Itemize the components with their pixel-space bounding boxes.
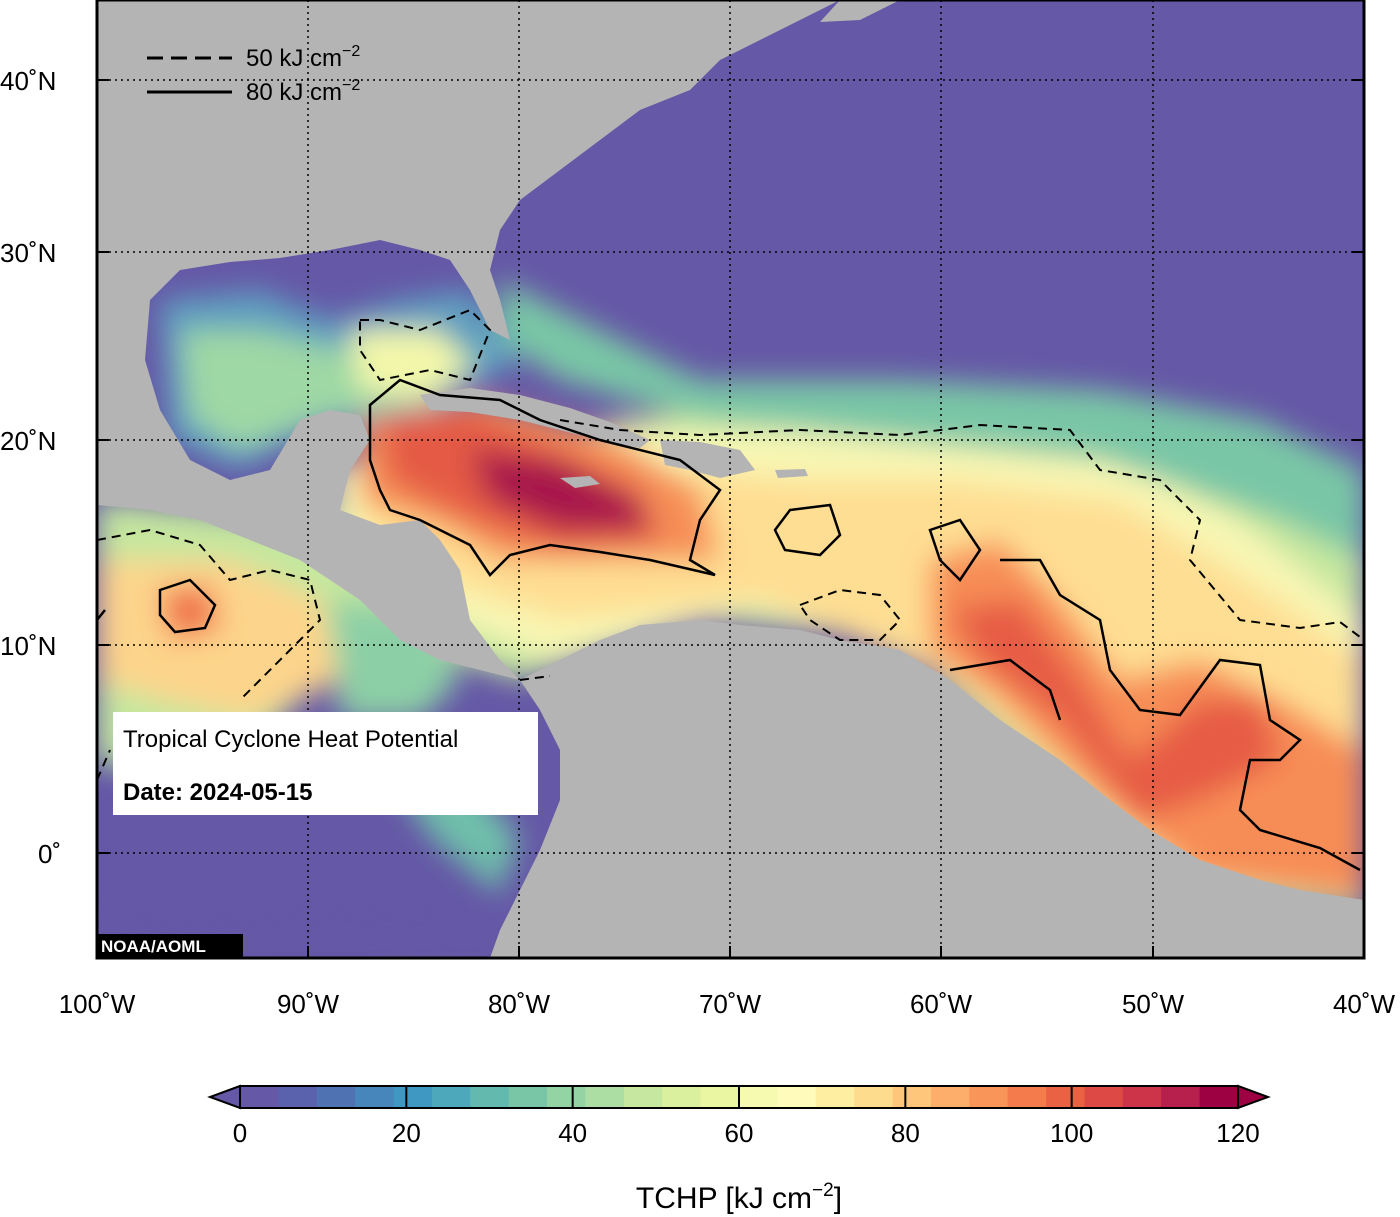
colorbar-segment [623,1086,663,1108]
colorbar-segment [316,1086,356,1108]
colorbar-segment [393,1086,433,1108]
lon-label-70w: 70˚W [699,989,762,1019]
colorbar-segment [1122,1086,1162,1108]
colorbar-max-arrow [1237,1084,1271,1110]
map-panel: 50 kJ cm−2 80 kJ cm−2 Tropical Cyclone H… [97,0,1364,958]
lon-tick-labels: 100˚W 90˚W 80˚W 70˚W 60˚W 50˚W 40˚W [59,989,1396,1019]
info-date: Date: 2024-05-15 [123,779,312,806]
colorbar-tick-label: 20 [392,1118,421,1148]
land [97,0,1364,958]
colorbar-segment [1084,1086,1124,1108]
colorbar: 0 20 40 60 80 100 120 TCHP [kJ cm−2] [207,1084,1271,1215]
contour-80 [97,378,1361,872]
colorbar-segment [930,1086,970,1108]
colorbar-segment [431,1086,471,1108]
contour-legend: 50 kJ cm−2 80 kJ cm−2 [147,43,360,106]
colorbar-tick-label: 60 [725,1118,754,1148]
lat-label-40n: 40˚N [0,66,56,96]
colorbar-segment [585,1086,625,1108]
colorbar-segment [1046,1086,1086,1108]
credit-box: NOAA/AOML [97,934,243,958]
contour-50 [97,308,1364,781]
lon-label-80w: 80˚W [488,989,551,1019]
colorbar-min-arrow [207,1084,241,1110]
lon-label-60w: 60˚W [910,989,973,1019]
frame-ticks [97,79,1364,958]
colorbar-segment [355,1086,395,1108]
lat-label-0: 0˚ [38,839,61,869]
colorbar-segment [777,1086,817,1108]
colorbar-tick-label: 80 [891,1118,920,1148]
lat-label-20n: 20˚N [0,426,56,456]
colorbar-segment [700,1086,740,1108]
colorbar-segment [815,1086,855,1108]
lon-label-90w: 90˚W [277,989,340,1019]
colorbar-segment [739,1086,778,1108]
colorbar-segment [1199,1086,1239,1108]
lat-label-10n: 10˚N [0,631,56,661]
colorbar-segments [240,1086,1239,1108]
credit-background [97,934,243,958]
colorbar-segment [240,1086,279,1108]
colorbar-tick-label: 0 [233,1118,247,1148]
colorbar-segment [1161,1086,1201,1108]
colorbar-segment [892,1086,932,1108]
colorbar-segment [278,1086,318,1108]
credit-text: NOAA/AOML [101,937,206,956]
lat-label-30n: 30˚N [0,238,56,268]
colorbar-segment [470,1086,510,1108]
colorbar-ticks [239,1086,1239,1108]
lon-label-50w: 50˚W [1122,989,1185,1019]
legend-label-80: 80 kJ cm−2 [246,77,360,106]
colorbar-tick-label: 120 [1216,1118,1259,1148]
colorbar-segment [969,1086,1009,1108]
colorbar-segment [547,1086,587,1108]
colorbar-title: TCHP [kJ cm−2] [636,1180,842,1215]
colorbar-tick-label: 100 [1050,1118,1093,1148]
colorbar-segment [508,1086,548,1108]
info-box: Tropical Cyclone Heat Potential Date: 20… [113,712,538,815]
info-box-background [113,712,538,815]
info-title: Tropical Cyclone Heat Potential [123,726,458,753]
legend-label-50: 50 kJ cm−2 [246,43,360,72]
lat-tick-labels: 40˚N 30˚N 20˚N 10˚N 0˚ [0,66,61,869]
lon-label-100w: 100˚W [59,989,136,1019]
colorbar-tick-labels: 0 20 40 60 80 100 120 [233,1118,1260,1148]
colorbar-segment [854,1086,894,1108]
colorbar-tick-label: 40 [558,1118,587,1148]
colorbar-segment [662,1086,702,1108]
colorbar-segment [1007,1086,1047,1108]
lon-label-40w: 40˚W [1333,989,1396,1019]
